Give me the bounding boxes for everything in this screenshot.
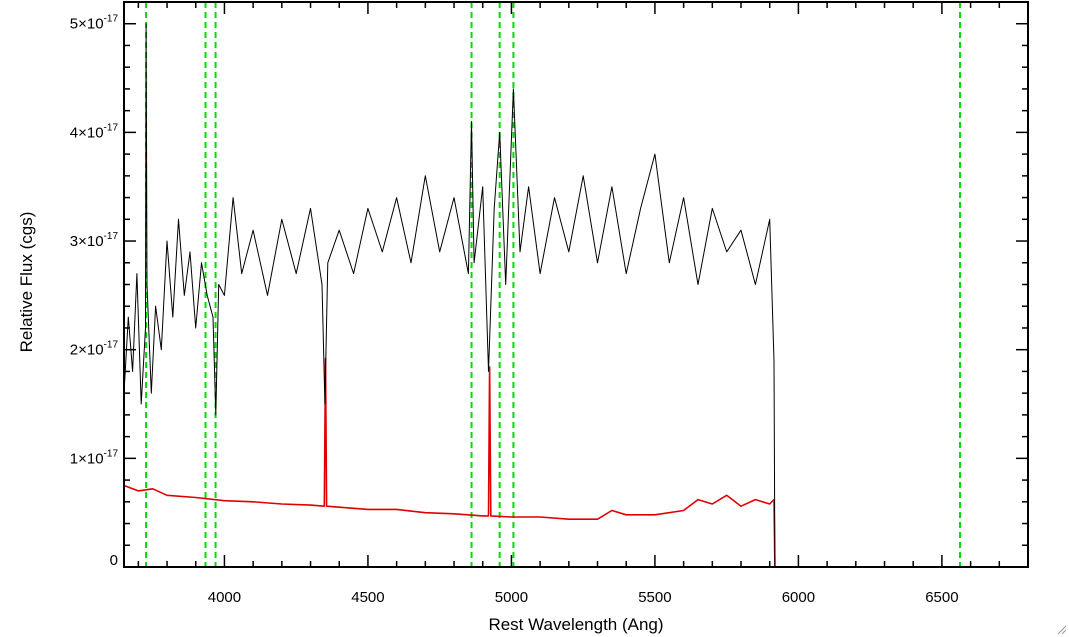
x-axis-title: Rest Wavelength (Ang) <box>488 615 663 634</box>
x-tick-label-5: 6500 <box>925 589 958 606</box>
plot-frame <box>123 1 1029 568</box>
y-tick-label-1: 1×10-17 <box>70 448 119 467</box>
y-tick-label-0: 0 <box>110 552 118 569</box>
y-tick-label-2: 2×10-17 <box>70 340 119 359</box>
y-tick-label-4: 4×10-17 <box>70 122 119 141</box>
spectrum-series-line <box>123 23 1028 568</box>
plot-data-layer <box>123 2 1028 568</box>
resize-grip-icon[interactable] <box>1055 623 1067 635</box>
x-tick-label-4: 6000 <box>782 589 815 606</box>
x-tick-label-2: 5000 <box>495 589 528 606</box>
y-tick-label-3: 3×10-17 <box>70 231 119 250</box>
error-series-line <box>123 357 1028 568</box>
x-tick-label-3: 5500 <box>638 589 671 606</box>
y-axis-title: Relative Flux (cgs) <box>17 212 36 353</box>
y-tick-label-5: 5×10-17 <box>70 14 119 33</box>
x-tick-label-1: 4500 <box>351 589 384 606</box>
plot-axes-layer: 4000 4500 5000 5500 6000 6500 0 1×10-17 2×10-17 3… <box>70 1 1029 606</box>
x-tick-label-0: 4000 <box>208 589 241 606</box>
